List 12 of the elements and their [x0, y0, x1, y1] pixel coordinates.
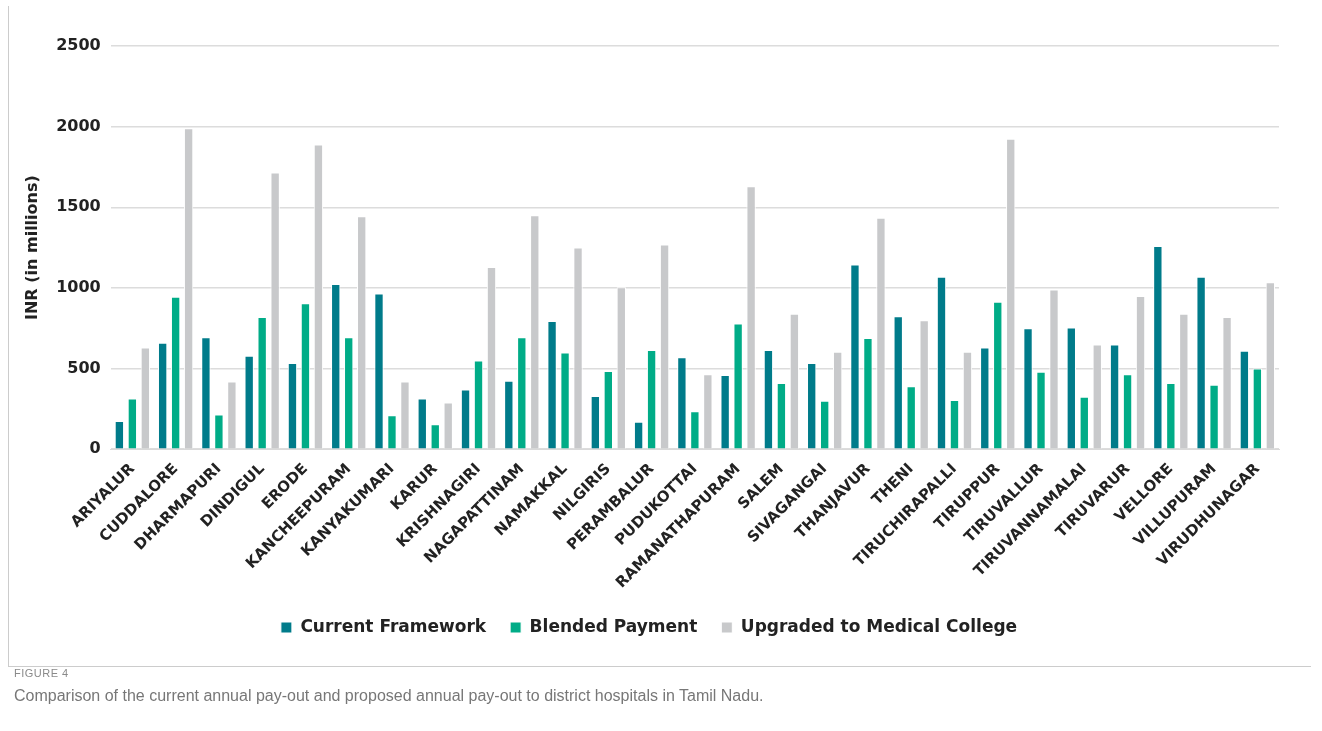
y-tick-label: 1000 — [56, 277, 101, 297]
y-tick-label: 1500 — [56, 196, 101, 216]
legend-label: Current Framework — [300, 615, 487, 636]
legend-label: Upgraded to Medical College — [740, 615, 1018, 636]
y-tick-label: 0 — [89, 438, 101, 458]
y-tick-label: 2500 — [56, 35, 101, 55]
text: Comparison of the current annual pay-out and proposed annual pay-out to district hospitals in Tamil Nadu. — [14, 687, 764, 705]
y-tick-label: 500 — [67, 357, 101, 377]
legend-label: Blended Payment — [529, 615, 698, 636]
y-tick-label: 2000 — [56, 115, 101, 135]
caption: FIGURE 4 — [14, 667, 69, 679]
y-axis-title: INR (in millions) — [21, 175, 41, 321]
